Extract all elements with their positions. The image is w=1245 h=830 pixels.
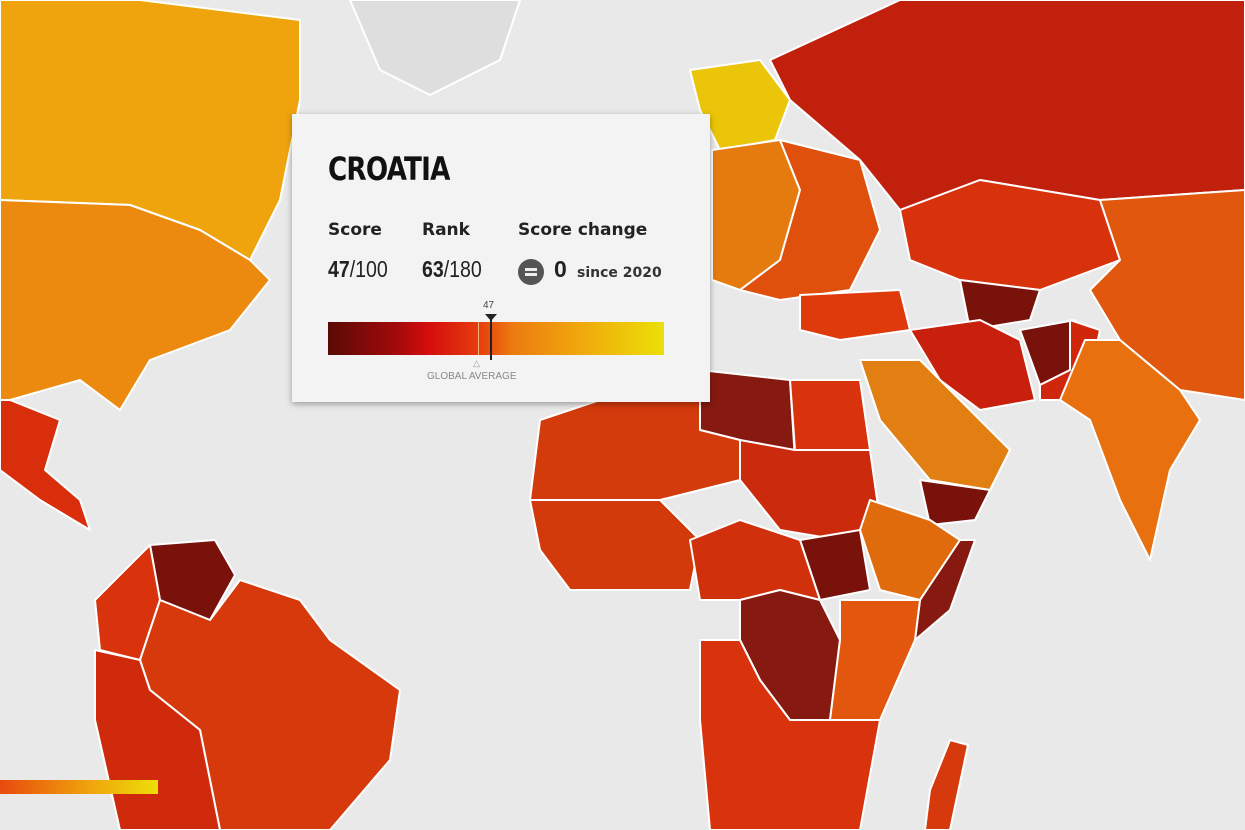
country-sudan[interactable] [739, 439, 881, 541]
country-europe-east[interactable] [739, 139, 881, 301]
country-southern-africa[interactable] [699, 639, 881, 830]
country-somalia[interactable] [914, 539, 976, 641]
score-value: 47/100 [328, 256, 388, 283]
score-max: /100 [349, 256, 388, 282]
global-average-triangle-icon: △ [473, 358, 480, 368]
rank-label: Rank [422, 220, 470, 240]
country-east-africa[interactable] [829, 599, 921, 721]
rank-max: /180 [443, 256, 482, 282]
score-marker [485, 314, 497, 360]
country-saudi-arabia[interactable] [859, 359, 1011, 491]
country-west-africa[interactable] [529, 499, 701, 591]
score-change-since: since 2020 [577, 265, 662, 281]
score-marker-value: 47 [483, 300, 495, 311]
score-change-value: 0 [554, 256, 567, 282]
country-madagascar[interactable] [924, 739, 969, 830]
global-average-label: GLOBAL AVERAGE [427, 371, 517, 382]
rank-number: 63 [422, 256, 444, 282]
country-name: CROATIA [328, 150, 450, 188]
score-legend-bar [0, 780, 158, 794]
score-scale-bar [328, 322, 664, 355]
equal-icon [518, 259, 544, 285]
country-india[interactable] [1059, 339, 1201, 561]
country-mexico[interactable] [0, 399, 91, 531]
score-number: 47 [328, 256, 350, 282]
rank-value: 63/180 [422, 256, 482, 283]
country-yemen[interactable] [919, 479, 991, 526]
country-egypt[interactable] [789, 379, 871, 451]
country-turkey[interactable] [799, 289, 911, 341]
global-average-line [478, 322, 479, 355]
country-kazakhstan[interactable] [899, 179, 1121, 291]
country-central-asia[interactable] [959, 279, 1041, 331]
country-tooltip: CROATIA Score Rank Score change 47/100 6… [292, 114, 710, 402]
greenland [349, 0, 521, 96]
score-change-label: Score change [518, 220, 648, 240]
score-label: Score [328, 220, 382, 240]
